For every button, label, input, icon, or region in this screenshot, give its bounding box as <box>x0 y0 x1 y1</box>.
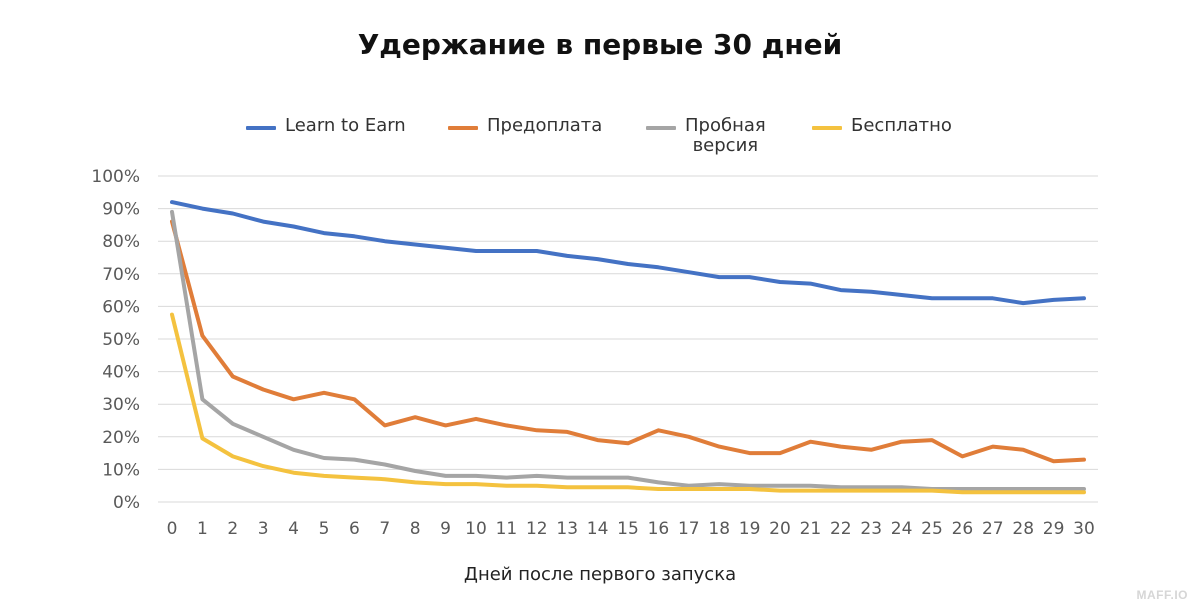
y-tick-label: 80% <box>102 232 140 252</box>
x-tick-label: 30 <box>1073 519 1095 539</box>
legend-label: Бесплатно <box>851 115 952 136</box>
y-tick-label: 20% <box>102 428 140 448</box>
legend-swatch <box>448 126 478 130</box>
chart-title: Удержание в первые 30 дней <box>357 28 843 61</box>
series-lines <box>170 200 1086 495</box>
x-tick-label: 14 <box>587 519 609 539</box>
y-tick-label: 50% <box>102 330 140 350</box>
x-tick-label: 27 <box>982 519 1004 539</box>
x-tick-label: 18 <box>708 519 730 539</box>
x-tick-label: 9 <box>440 519 451 539</box>
series-line-0 <box>170 200 1086 306</box>
x-tick-label: 24 <box>891 519 913 539</box>
watermark: MAFF.IO <box>1136 588 1188 602</box>
x-tick-label: 11 <box>496 519 518 539</box>
x-tick-label: 4 <box>288 519 299 539</box>
legend-item-free: Бесплатно <box>812 116 952 136</box>
y-tick-label: 30% <box>102 395 140 415</box>
x-tick-label: 17 <box>678 519 700 539</box>
x-axis-tick-labels: 0 1 2 3 4 5 6 7 8 9 10 11 12 13 14 15 16 17 18 19 20 21 22 23 24… <box>167 519 1095 539</box>
y-axis-tick-labels: 0% 10% 20% 30% 40% 50% 60% 70% 80% 90% 100% <box>91 167 140 513</box>
x-tick-label: 10 <box>465 519 487 539</box>
x-tick-label: 19 <box>739 519 761 539</box>
x-tick-label: 15 <box>617 519 639 539</box>
series-line-3 <box>170 312 1086 495</box>
x-tick-label: 29 <box>1043 519 1065 539</box>
y-tick-label: 70% <box>102 265 140 285</box>
chart-legend: Learn to Earn Предоплата Пробная версия … <box>0 116 1200 160</box>
x-tick-label: 13 <box>556 519 578 539</box>
legend-item-prepaid: Предоплата <box>448 116 602 136</box>
x-tick-label: 1 <box>197 519 208 539</box>
x-tick-label: 6 <box>349 519 360 539</box>
x-tick-label: 20 <box>769 519 791 539</box>
legend-item-trial: Пробная версия <box>646 116 766 156</box>
legend-swatch <box>246 126 276 130</box>
x-axis-label: Дней после первого запуска <box>464 564 736 585</box>
x-tick-label: 5 <box>319 519 330 539</box>
x-tick-label: 2 <box>227 519 238 539</box>
legend-item-learn-to-earn: Learn to Earn <box>246 116 406 136</box>
y-tick-label: 10% <box>102 460 140 480</box>
y-tick-label: 0% <box>113 493 140 513</box>
y-tick-label: 100% <box>91 167 140 187</box>
x-tick-label: 3 <box>258 519 269 539</box>
x-tick-label: 12 <box>526 519 548 539</box>
y-tick-label: 40% <box>102 363 140 383</box>
x-tick-label: 25 <box>921 519 943 539</box>
x-tick-label: 26 <box>952 519 974 539</box>
legend-swatch <box>646 126 676 130</box>
x-tick-label: 0 <box>167 519 178 539</box>
legend-swatch <box>812 126 842 130</box>
series-line-1 <box>170 219 1086 464</box>
x-tick-label: 28 <box>1012 519 1034 539</box>
x-tick-label: 16 <box>648 519 670 539</box>
x-tick-label: 8 <box>410 519 421 539</box>
legend-label: Learn to Earn <box>285 115 406 136</box>
grid-lines <box>158 175 1098 503</box>
legend-label: Предоплата <box>487 115 603 136</box>
y-tick-label: 90% <box>102 200 140 220</box>
y-tick-label: 60% <box>102 297 140 317</box>
x-tick-label: 7 <box>379 519 390 539</box>
x-tick-label: 21 <box>800 519 822 539</box>
x-tick-label: 22 <box>830 519 852 539</box>
legend-label: Пробная версия <box>685 115 766 156</box>
x-tick-label: 23 <box>860 519 882 539</box>
